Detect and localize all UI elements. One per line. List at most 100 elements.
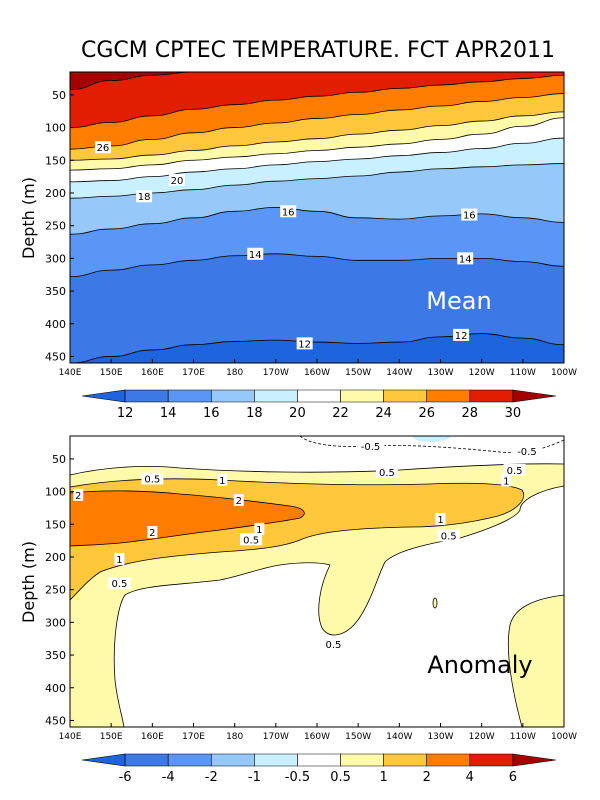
contour-label-bg [233, 494, 244, 507]
contour-label-bg [503, 464, 526, 477]
mean-isotherm-26 [70, 93, 564, 150]
colorbar-label: 2 [423, 770, 431, 785]
y-tick-label: 200 [45, 187, 66, 200]
contour-label-bg [141, 472, 164, 485]
colorbar-swatch [512, 389, 557, 403]
mean-isotherm-30 [70, 72, 564, 91]
mean-isotherm-18 [70, 163, 564, 199]
contour-label: 0.5 [144, 475, 160, 486]
contour-label-bg [254, 522, 265, 535]
contour-label: 12 [455, 331, 468, 342]
contour-label: 0.5 [326, 640, 342, 651]
contour-label-bg [240, 533, 263, 546]
y-tick-label: 450 [45, 350, 66, 363]
colorbar-label: -2 [205, 770, 218, 785]
anomaly-y-axis: 50 100 150 200 250 300 350 400 450 [45, 453, 74, 727]
colorbar-label: -4 [162, 770, 175, 785]
colorbar-label: 26 [418, 406, 435, 421]
colorbar-label: 6 [509, 770, 517, 785]
contour-label-bg [247, 247, 264, 260]
x-tick-label: 160E [141, 732, 164, 742]
y-tick-label: 50 [52, 89, 66, 102]
contour-label: 2 [236, 496, 242, 507]
colorbar-swatch [512, 753, 557, 767]
y-tick-label: 200 [45, 551, 66, 564]
anomaly-region-2 [70, 490, 305, 547]
colorbar-swatch [340, 753, 384, 767]
x-tick-label: 120W [469, 732, 495, 742]
colorbar-swatch [210, 753, 255, 767]
mean-filled-contours [70, 72, 564, 363]
mean-fill-above-28 [70, 72, 564, 128]
y-tick-label: 300 [45, 616, 66, 629]
colorbar-swatch [81, 389, 126, 403]
contour-label: 0.5 [111, 579, 127, 590]
mean-isotherm-24 [70, 111, 564, 161]
colorbar-swatch [297, 753, 341, 767]
anomaly-panel: -0.5 -0.50.50.5 0.51 12 22 110.5 0.510.50.5 14… [19, 435, 577, 785]
x-tick-label: 140E [59, 368, 82, 378]
y-tick-label: 400 [45, 318, 66, 331]
contour-label-bg [501, 474, 512, 487]
mean-isotherm-16 [70, 206, 564, 235]
colorbar-label: -6 [119, 770, 132, 785]
mean-fill-above-30 [70, 72, 564, 90]
contour-label-bg [461, 208, 478, 221]
anomaly-contour-labels: -0.5 -0.50.50.5 0.51 12 22 110.5 0.510.50.5 [73, 439, 541, 651]
mean-contour-lines [70, 72, 564, 363]
colorbar-label: 0.5 [330, 770, 351, 785]
colorbar-swatch [469, 753, 514, 767]
y-tick-label: 450 [45, 714, 66, 727]
colorbar-label: 14 [160, 406, 177, 421]
contour-label-bg [453, 328, 470, 341]
y-tick-label: 250 [45, 584, 66, 597]
y-tick-label: 300 [45, 252, 66, 265]
colorbar-swatch [124, 389, 169, 403]
contour-label-bg [375, 465, 398, 478]
contour-label: 16 [463, 211, 476, 222]
anomaly-small-loop [432, 597, 438, 609]
colorbar-swatch [81, 753, 126, 767]
mean-isotherm-28 [70, 74, 564, 128]
x-tick-label: 100W [551, 732, 577, 742]
mean-isotherm-14 [70, 253, 564, 278]
mean-y-axis-label: Depth (m) [19, 177, 38, 259]
colorbar-label: 16 [203, 406, 220, 421]
contour-label-bg [136, 190, 153, 203]
contour-label: 1 [116, 555, 122, 566]
contour-label: 1 [503, 476, 509, 487]
colorbar-label: 30 [505, 406, 522, 421]
x-tick-label: 160E [141, 368, 164, 378]
contour-label-bg [147, 526, 158, 539]
contour-label: 1 [437, 515, 443, 526]
contour-label-bg [512, 445, 541, 458]
contour-label: 12 [298, 339, 311, 350]
mean-y-axis: 50 100 150 200 250 300 350 400 450 [45, 89, 74, 363]
colorbar-swatch [297, 389, 341, 403]
colorbar-label: 20 [289, 406, 306, 421]
x-tick-label: 170E [182, 732, 205, 742]
contour-label-bg [73, 488, 84, 501]
contour-label-bg [217, 473, 228, 486]
mean-isotherm-22 [70, 117, 564, 171]
colorbar-label: 1 [379, 770, 387, 785]
x-tick-label: 130W [427, 368, 453, 378]
contour-label-bg [296, 337, 313, 350]
contour-label: 2 [75, 491, 81, 502]
x-tick-label: 110W [510, 732, 536, 742]
contour-label: 2 [149, 528, 155, 539]
x-tick-label: 120W [469, 368, 495, 378]
y-tick-label: 350 [45, 649, 66, 662]
x-tick-label: 110W [510, 368, 536, 378]
anomaly-colorbar: -6 -4 -2 -1 -0.5 0.5 1 2 4 6 [81, 753, 557, 785]
contour-label-bg [169, 173, 186, 186]
x-tick-label: 180 [226, 732, 243, 742]
anomaly-region-neg0.5 [412, 436, 452, 442]
contour-label-bg [280, 205, 297, 218]
contour-label: 0.5 [507, 466, 523, 477]
contour-label: 0.5 [243, 535, 259, 546]
mean-contour-labels: 26 20 18 16 16 14 14 12 12 [94, 141, 478, 350]
x-tick-label: 160W [304, 368, 330, 378]
anomaly-x-axis: 140E 150E 160E 170E 180 170W 160W 150W 140W 130W 1… [59, 723, 577, 742]
contour-label: 18 [138, 192, 151, 203]
